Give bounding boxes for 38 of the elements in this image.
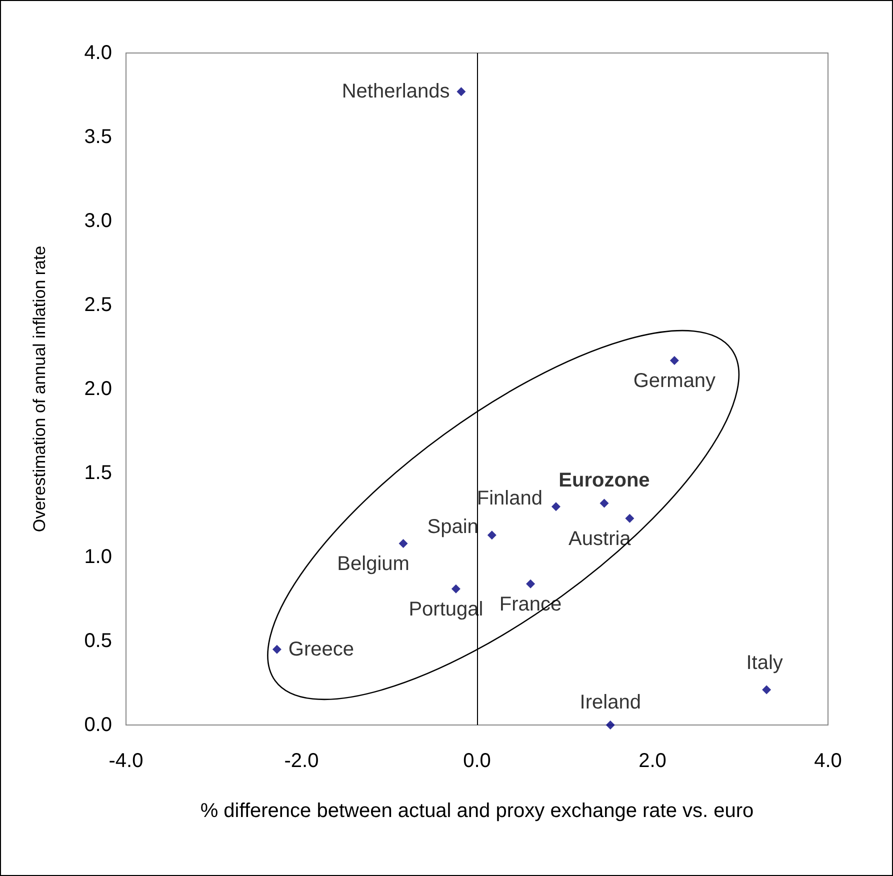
point <box>625 514 634 523</box>
point <box>762 685 772 694</box>
point <box>606 720 615 730</box>
data-label: Eurozone <box>558 470 650 492</box>
data-label: Greece <box>288 638 354 660</box>
data-label: Ireland <box>580 692 641 714</box>
point <box>526 579 536 588</box>
data-label: Belgium <box>337 553 410 576</box>
point <box>600 498 609 508</box>
point <box>456 87 466 96</box>
x-tick-label: 0.0 <box>463 750 491 772</box>
y-tick-label: 0.0 <box>84 714 112 736</box>
data-label: Italy <box>746 652 783 674</box>
data-label: Spain <box>427 516 478 538</box>
y-axis-title: Overestimation of annual inflation rate <box>30 246 49 532</box>
x-axis-title: % difference between actual and proxy exchange rate vs. euro <box>200 800 754 822</box>
y-tick-label: 2.5 <box>84 294 112 316</box>
y-tick-label: 1.0 <box>84 546 112 568</box>
x-tick-label: 4.0 <box>814 750 842 772</box>
point <box>451 584 460 594</box>
data-label: Austria <box>568 528 632 550</box>
data-label: Germany <box>633 370 716 392</box>
x-tick-label: 2.0 <box>638 750 666 772</box>
point <box>670 356 679 365</box>
y-tick-label: 1.5 <box>84 462 112 484</box>
data-label: Finland <box>476 488 542 510</box>
data-label: Netherlands <box>342 80 450 103</box>
y-tick-label: 2.0 <box>84 378 112 400</box>
y-tick-label: 0.5 <box>84 630 112 652</box>
y-tick-label: 4.0 <box>84 42 112 64</box>
point <box>551 502 560 512</box>
point <box>487 530 496 540</box>
y-tick-label: 3.5 <box>84 126 112 148</box>
x-tick-label: -2.0 <box>284 750 319 772</box>
point <box>398 539 408 548</box>
point <box>272 644 282 654</box>
y-tick-label: 3.0 <box>84 210 112 232</box>
x-tick-label: -4.0 <box>108 750 144 772</box>
